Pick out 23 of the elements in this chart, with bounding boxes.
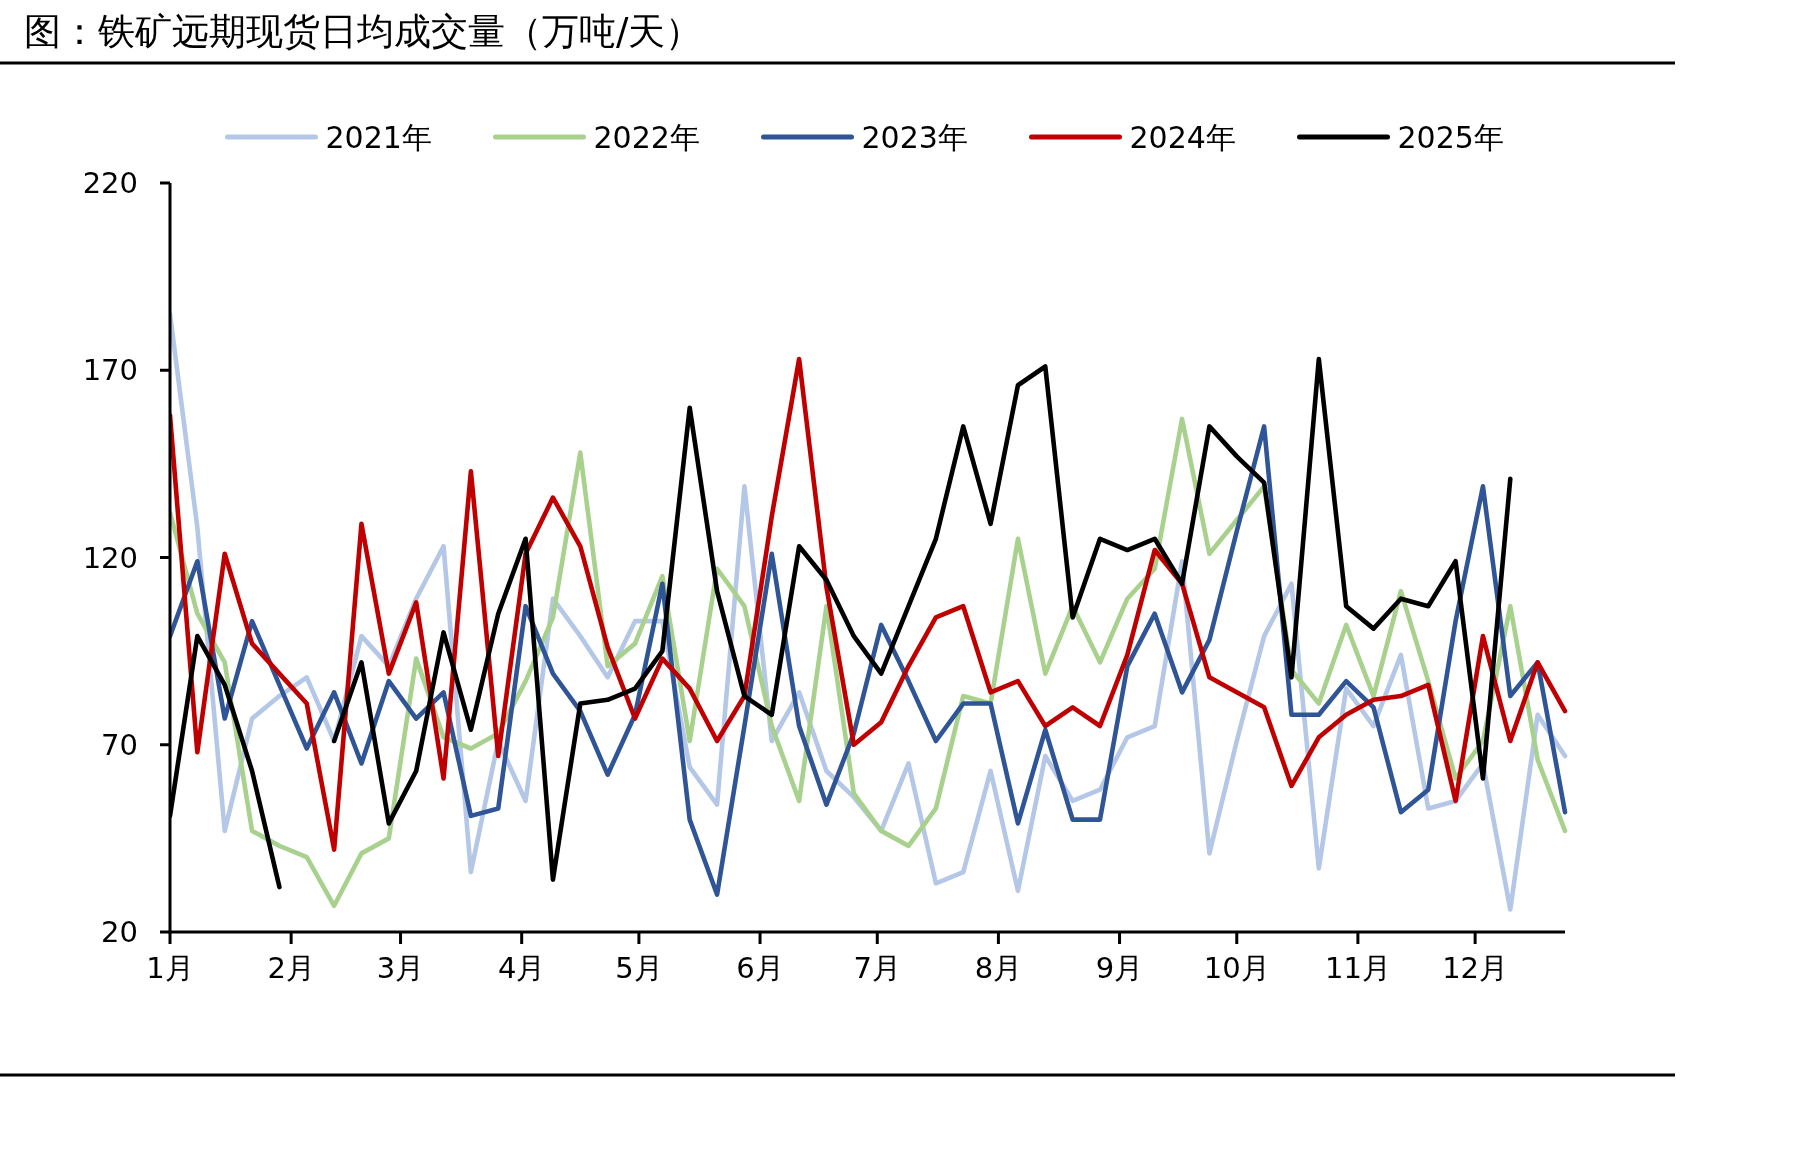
legend-label: 2021年 — [325, 120, 432, 155]
legend-label: 2022年 — [593, 120, 700, 155]
y-tick-label: 20 — [101, 915, 138, 949]
x-tick-label: 12月 — [1442, 951, 1509, 985]
legend-label: 2025年 — [1397, 120, 1504, 155]
x-tick-label: 8月 — [974, 951, 1023, 985]
y-tick-label: 220 — [82, 166, 138, 200]
x-tick-label: 9月 — [1095, 951, 1144, 985]
y-tick-label: 70 — [101, 727, 138, 762]
x-tick-label: 3月 — [376, 951, 425, 985]
y-tick-label: 120 — [82, 540, 138, 575]
legend-label: 2024年 — [1129, 120, 1236, 155]
title: 图：铁矿远期现货日均成交量（万吨/天） — [24, 10, 703, 53]
y-tick-label: 170 — [82, 353, 138, 388]
x-tick-label: 7月 — [853, 951, 901, 985]
x-tick-label: 6月 — [736, 951, 784, 985]
x-tick-label: 5月 — [615, 951, 663, 985]
x-tick-label: 11月 — [1324, 951, 1391, 985]
legend-label: 2023年 — [861, 120, 968, 155]
x-tick-label: 4月 — [497, 951, 546, 985]
x-tick-label: 2月 — [267, 951, 315, 985]
x-tick-label: 10月 — [1203, 951, 1270, 985]
x-tick-label: 1月 — [146, 951, 194, 985]
